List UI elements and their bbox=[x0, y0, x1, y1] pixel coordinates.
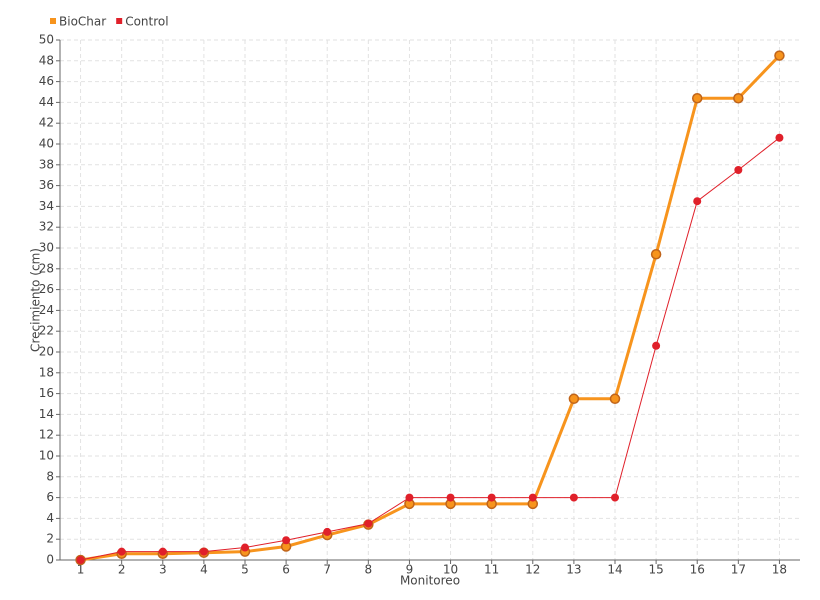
point bbox=[775, 133, 784, 142]
point bbox=[733, 92, 744, 104]
y-tick-label: 2 bbox=[46, 532, 54, 546]
x-tick-label: 6 bbox=[282, 563, 290, 577]
point bbox=[199, 547, 208, 556]
series-line bbox=[80, 137, 780, 561]
y-tick-label: 0 bbox=[46, 553, 54, 567]
y-tick-label: 44 bbox=[39, 95, 54, 109]
point bbox=[158, 547, 167, 556]
x-tick-label: 3 bbox=[159, 563, 167, 577]
point bbox=[652, 341, 661, 350]
x-tick-label: 16 bbox=[690, 563, 705, 577]
x-tick-label: 14 bbox=[607, 563, 622, 577]
point bbox=[691, 92, 703, 104]
y-tick-label: 40 bbox=[39, 137, 54, 151]
point bbox=[774, 50, 785, 61]
y-tick-label: 46 bbox=[39, 74, 54, 88]
point bbox=[650, 248, 662, 260]
point bbox=[693, 197, 702, 206]
point bbox=[282, 536, 291, 545]
y-tick-label: 22 bbox=[39, 324, 54, 338]
y-tick-label: 38 bbox=[39, 157, 54, 171]
point bbox=[568, 393, 580, 405]
x-tick-label: 12 bbox=[525, 563, 540, 577]
y-tick-label: 4 bbox=[46, 511, 54, 525]
series-line bbox=[80, 54, 781, 562]
legend-label: Control bbox=[125, 15, 168, 29]
y-tick-label: 24 bbox=[39, 303, 54, 317]
y-tick-label: 34 bbox=[39, 199, 54, 213]
point bbox=[364, 519, 373, 528]
x-axis-label: Monitoreo bbox=[400, 574, 460, 588]
x-tick-label: 7 bbox=[323, 563, 331, 577]
y-tick-label: 28 bbox=[39, 261, 54, 275]
legend-swatch bbox=[116, 18, 123, 24]
point bbox=[323, 527, 332, 536]
x-tick-label: 1 bbox=[77, 563, 85, 577]
y-tick-label: 14 bbox=[39, 407, 54, 421]
point bbox=[734, 166, 743, 174]
x-tick-label: 11 bbox=[484, 563, 499, 577]
point bbox=[117, 547, 126, 556]
x-tick-label: 9 bbox=[406, 563, 414, 577]
y-tick-label: 26 bbox=[39, 282, 54, 296]
y-tick-label: 42 bbox=[39, 116, 54, 130]
y-tick-label: 20 bbox=[39, 345, 54, 359]
y-tick-label: 6 bbox=[46, 490, 54, 504]
y-tick-label: 36 bbox=[39, 178, 54, 192]
point bbox=[611, 493, 619, 502]
y-tick-label: 16 bbox=[39, 386, 54, 400]
y-tick-label: 10 bbox=[39, 449, 54, 463]
x-tick-label: 13 bbox=[566, 563, 581, 577]
y-tick-label: 30 bbox=[39, 241, 54, 255]
legend-swatch bbox=[50, 18, 56, 24]
y-tick-label: 48 bbox=[39, 53, 54, 67]
x-tick-label: 17 bbox=[731, 563, 746, 577]
x-tick-label: 4 bbox=[200, 563, 208, 577]
x-tick-label: 18 bbox=[772, 563, 787, 577]
y-tick-label: 12 bbox=[39, 428, 54, 442]
x-tick-label: 8 bbox=[365, 563, 373, 577]
y-tick-label: 32 bbox=[39, 220, 54, 234]
y-tick-label: 50 bbox=[39, 33, 54, 47]
point bbox=[528, 493, 537, 502]
x-tick-label: 2 bbox=[118, 563, 126, 577]
point bbox=[487, 493, 496, 502]
point bbox=[405, 493, 414, 502]
x-tick-label: 15 bbox=[648, 563, 663, 577]
x-tick-label: 10 bbox=[443, 563, 458, 577]
point bbox=[446, 493, 455, 502]
y-tick-label: 18 bbox=[39, 365, 54, 379]
y-axis-label: Crecimiento (cm) bbox=[29, 248, 43, 352]
legend-label: BioChar bbox=[59, 15, 106, 29]
x-tick-label: 5 bbox=[241, 563, 249, 577]
y-tick-label: 8 bbox=[46, 469, 54, 483]
point bbox=[241, 543, 249, 552]
point bbox=[609, 393, 621, 405]
point bbox=[569, 493, 578, 502]
point bbox=[76, 556, 85, 564]
